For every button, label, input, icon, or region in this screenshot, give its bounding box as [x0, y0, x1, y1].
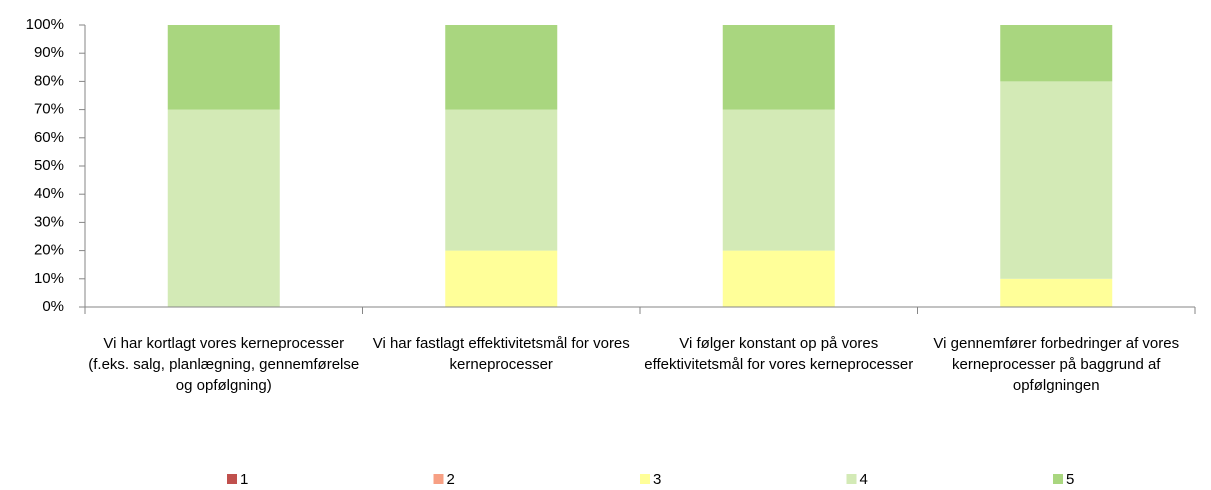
x-tick-label: Vi har fastlagt effektivitetsmål for vor… [372, 335, 630, 373]
legend-label: 2 [447, 471, 455, 488]
y-tick-label: 90% [34, 44, 64, 61]
y-tick-label: 10% [34, 270, 64, 287]
legend-swatch [433, 474, 444, 484]
y-tick-label: 70% [34, 101, 64, 118]
y-tick-label: 50% [34, 157, 64, 174]
bar-segment [1000, 278, 1113, 307]
y-tick-label: 30% [34, 213, 64, 230]
legend-label: 3 [653, 471, 661, 488]
bar-segment [722, 109, 835, 251]
y-tick-label: 40% [34, 185, 64, 202]
x-tick-label: Vi har kortlagt vores kerneprocesser (f.… [88, 335, 360, 394]
x-tick-label: Vi følger konstant op på vores effektivi… [644, 335, 914, 373]
x-tick-label: Vi gennemfører forbedringer af vores ker… [933, 335, 1180, 394]
y-tick-label: 60% [34, 129, 64, 146]
bar-segment [1000, 25, 1113, 82]
bar-segment [167, 109, 280, 307]
y-tick-label: 80% [34, 72, 64, 89]
bar-segment [445, 25, 558, 110]
y-tick-label: 20% [34, 242, 64, 259]
bar-segment [445, 109, 558, 251]
bar-segment [167, 25, 280, 110]
legend-swatch [227, 474, 237, 484]
legend-label: 4 [860, 471, 868, 488]
y-tick-label: 0% [42, 298, 64, 315]
bar-segment [1000, 81, 1113, 279]
bar-segment [445, 250, 558, 307]
legend-label: 5 [1066, 471, 1074, 488]
legend-swatch [1053, 474, 1063, 484]
bar-segment [722, 250, 835, 307]
legend-swatch [640, 474, 650, 484]
y-tick-label: 100% [26, 16, 64, 33]
legend-swatch [846, 474, 857, 484]
legend-label: 1 [240, 471, 248, 488]
bar-segment [722, 25, 835, 110]
